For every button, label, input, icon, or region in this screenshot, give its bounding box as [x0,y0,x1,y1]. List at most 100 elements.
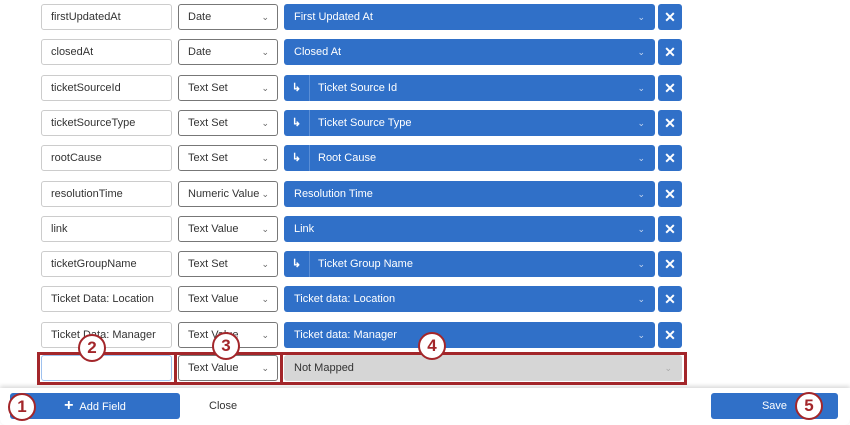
field-row: link Text Value ⌄ Link ⌄ ✕ [0,215,850,242]
field-row: Ticket Data: Location Text Value ⌄ Ticket… [0,286,850,313]
remove-mapping-button[interactable]: ✕ [658,74,682,101]
close-icon: ✕ [664,44,676,61]
new-field-mapping-select[interactable]: Not Mapped ⌄ [284,355,682,381]
chevron-down-icon: ⌄ [261,259,269,270]
close-icon: ✕ [664,220,676,237]
mapping-select[interactable]: Resolution Time ⌄ [284,180,655,207]
chevron-down-icon: ⌄ [637,259,645,270]
remove-mapping-button[interactable]: ✕ [658,145,682,172]
close-icon: ✕ [664,256,676,273]
type-label: Text Value [188,222,239,235]
field-type-select[interactable]: Text Set ⌄ [178,74,278,101]
field-row: resolutionTime Numeric Value ⌄ Resolution… [0,180,850,207]
field-row: ticketGroupName Text Set ⌄ ↳ Ticket Group … [0,251,850,278]
mapping-label: First Updated At [294,11,373,23]
chevron-down-icon: ⌄ [261,363,269,373]
mapping-select[interactable]: Ticket data: Manager ⌄ [284,321,655,348]
close-icon: ✕ [664,326,676,343]
close-icon: ✕ [664,9,676,25]
mapping-label: Root Cause [318,152,377,165]
field-name-input[interactable]: closedAt [41,39,172,66]
mapping-select[interactable]: ↳ Ticket Group Name ⌄ [284,251,655,278]
callout-4: 4 [418,332,446,360]
field-name-input[interactable]: rootCause [41,145,172,172]
field-name-input[interactable]: ticketGroupName [41,251,172,278]
field-name-input[interactable]: ticketSourceId [41,74,172,101]
mapping-label: Ticket data: Manager [294,328,397,341]
remove-mapping-button[interactable]: ✕ [658,251,682,278]
field-type-select[interactable]: Text Set ⌄ [178,251,278,278]
type-label: Text Set [188,116,228,129]
field-row: ticketSourceType Text Set ⌄ ↳ Ticket Sourc… [0,109,850,136]
plus-icon: + [64,397,74,414]
chevron-down-icon: ⌄ [664,363,672,373]
field-name-input[interactable]: firstUpdatedAt [41,4,172,30]
type-label: Text Value [188,293,239,306]
field-type-select[interactable]: Text Set ⌄ [178,109,278,136]
mapping-select[interactable]: Closed At ⌄ [284,39,655,66]
callout-box-field-name [37,352,177,385]
chevron-down-icon: ⌄ [261,153,269,164]
chevron-down-icon: ⌄ [637,153,645,164]
callout-2: 2 [78,334,106,362]
mapping-select[interactable]: Link ⌄ [284,215,655,242]
close-icon: ✕ [664,79,676,96]
callout-5: 5 [795,392,823,420]
field-name-input[interactable]: link [41,215,172,242]
field-type-select[interactable]: Numeric Value ⌄ [178,180,278,207]
field-type-select[interactable]: Text Value ⌄ [178,286,278,313]
sub-field-arrow-icon: ↳ [284,109,310,136]
chevron-down-icon: ⌄ [637,294,645,305]
chevron-down-icon: ⌄ [637,82,645,93]
close-button[interactable]: Close [209,400,238,412]
mapping-select[interactable]: ↳ Root Cause ⌄ [284,145,655,172]
field-type-select[interactable]: Text Set ⌄ [178,145,278,172]
remove-mapping-button[interactable]: ✕ [658,321,682,348]
add-field-button[interactable]: + Add Field [10,393,180,419]
sub-field-arrow-icon: ↳ [284,251,310,278]
field-name-input[interactable]: resolutionTime [41,180,172,207]
mapping-select[interactable]: Ticket data: Location ⌄ [284,286,655,313]
remove-mapping-button[interactable]: ✕ [658,39,682,66]
sub-field-arrow-icon: ↳ [284,74,310,101]
callout-box-mapping [280,352,687,385]
remove-mapping-button[interactable]: ✕ [658,180,682,207]
field-type-select[interactable]: Text Value ⌄ [178,215,278,242]
footer: + Add Field Close Save [0,388,850,425]
new-field-name-input[interactable] [41,355,172,381]
field-type-select[interactable]: Date ⌄ [178,39,278,66]
chevron-down-icon: ⌄ [261,223,269,234]
chevron-down-icon: ⌄ [637,12,645,22]
remove-mapping-button[interactable]: ✕ [658,215,682,242]
mapping-label: Ticket Source Type [318,116,412,129]
mapping-select[interactable]: ↳ Ticket Source Id ⌄ [284,74,655,101]
chevron-down-icon: ⌄ [637,329,645,340]
chevron-down-icon: ⌄ [637,188,645,199]
field-type-select[interactable]: Date ⌄ [178,4,278,30]
new-field-row: Text Value ⌄ Not Mapped ⌄ [0,355,850,381]
mapping-label: Ticket Group Name [318,258,413,271]
chevron-down-icon: ⌄ [261,47,269,58]
type-label: Text Set [188,152,228,165]
mapping-label: Link [294,222,315,235]
chevron-down-icon: ⌄ [261,117,269,128]
close-icon: ✕ [664,185,676,202]
remove-mapping-button[interactable]: ✕ [658,109,682,136]
remove-mapping-button[interactable]: ✕ [658,286,682,313]
mapping-select[interactable]: First Updated At ⌄ [284,4,655,30]
field-name-input[interactable]: ticketSourceType [41,109,172,136]
chevron-down-icon: ⌄ [261,329,269,340]
remove-mapping-button[interactable]: ✕ [658,4,682,30]
close-icon: ✕ [664,291,676,308]
mapping-select[interactable]: ↳ Ticket Source Type ⌄ [284,109,655,136]
field-name-input[interactable]: Ticket Data: Location [41,286,172,313]
chevron-down-icon: ⌄ [261,12,269,22]
mapping-label: Closed At [294,46,342,59]
type-label: Text Set [188,81,228,94]
type-label: Date [188,46,212,59]
field-row: rootCause Text Set ⌄ ↳ Root Cause ⌄ ✕ [0,145,850,172]
chevron-down-icon: ⌄ [261,294,269,305]
field-name-input[interactable]: Ticket Data: Manager [41,321,172,348]
chevron-down-icon: ⌄ [261,188,269,199]
chevron-down-icon: ⌄ [637,47,645,58]
